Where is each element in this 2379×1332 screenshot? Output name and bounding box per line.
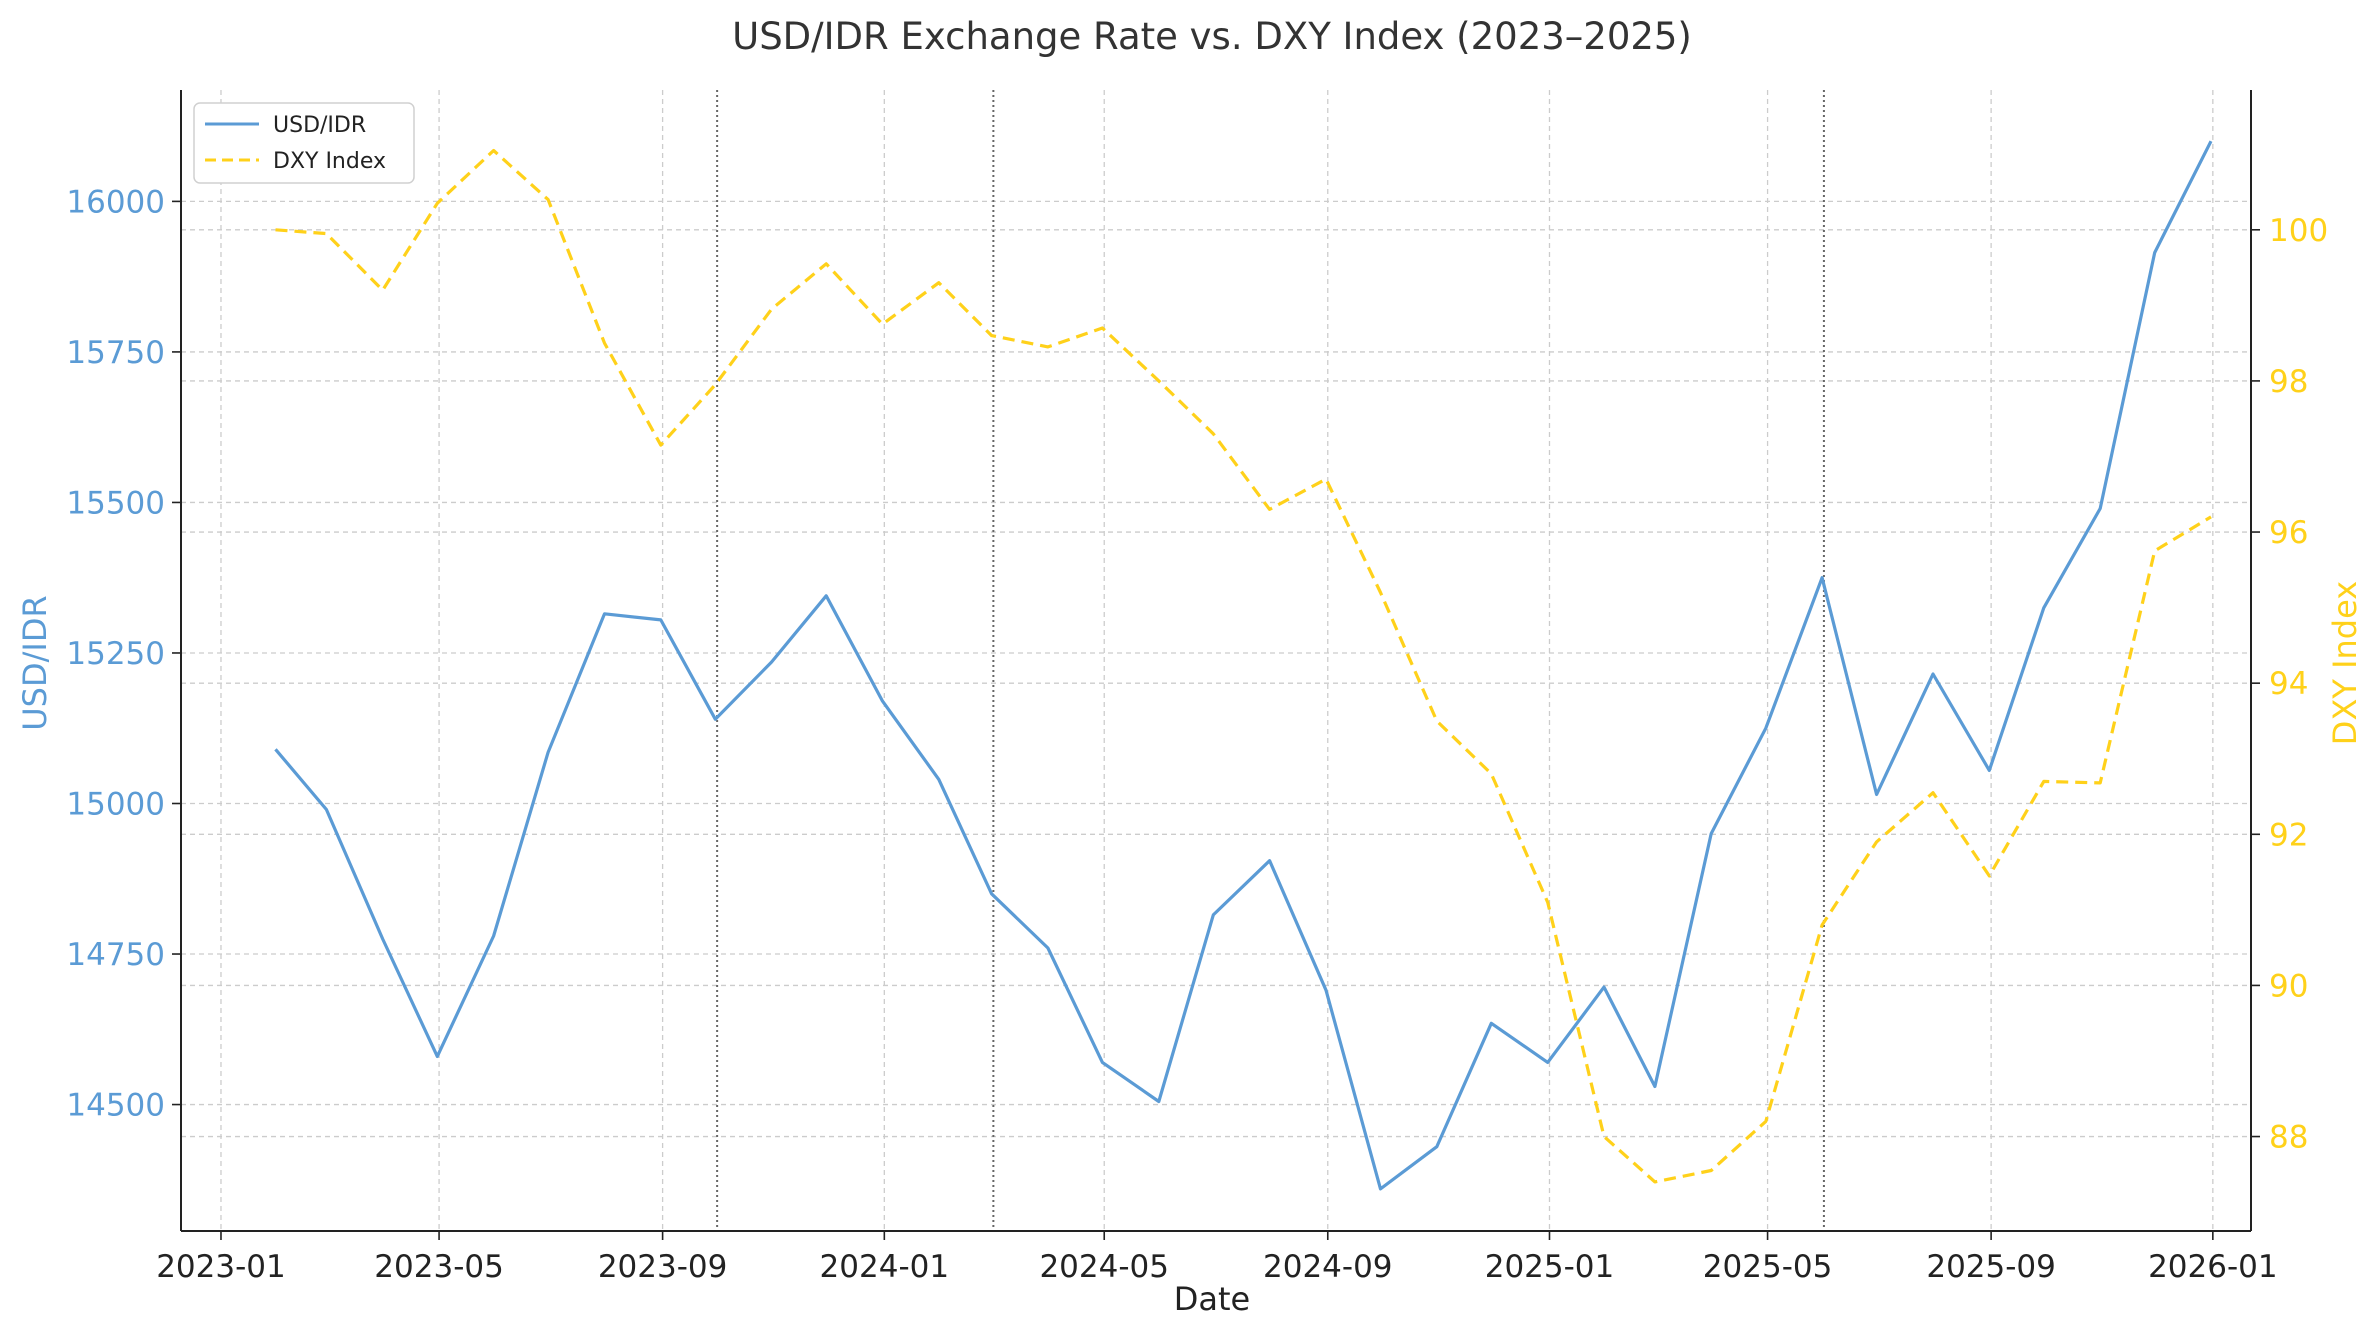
- legend-label-usd-idr: USD/IDR: [273, 113, 366, 138]
- axes: [172, 90, 2260, 1240]
- chart-title: USD/IDR Exchange Rate vs. DXY Index (202…: [732, 15, 1692, 58]
- legend-label-dxy-index: DXY Index: [273, 149, 386, 174]
- event-lines: [716, 90, 1825, 1231]
- tick-labels: 2023-01 2023-05 2023-09 2024-01 2024-05 2024-…: [66, 184, 2328, 1285]
- x-tick-label: 2023-09: [598, 1249, 728, 1285]
- y-left-tick-label: 16000: [66, 184, 165, 220]
- y-right-tick-label: 92: [2269, 817, 2308, 853]
- y-left-tick-label: 15250: [66, 636, 165, 672]
- grid: [181, 90, 2251, 1231]
- series-lines: [274, 140, 2213, 1191]
- y-right-tick-label: 98: [2269, 364, 2308, 400]
- x-tick-label: 2023-01: [156, 1249, 286, 1285]
- y-right-tick-label: 96: [2269, 515, 2308, 551]
- y-right-tick-label: 88: [2269, 1120, 2308, 1156]
- y-right-tick-label: 90: [2269, 968, 2308, 1004]
- legend: USD/IDR DXY Index: [193, 102, 415, 184]
- y-right-tick-label: 100: [2269, 213, 2328, 249]
- x-tick-label: 2025-01: [1485, 1249, 1615, 1285]
- y-left-tick-label: 14750: [66, 937, 165, 973]
- x-tick-label: 2024-05: [1039, 1249, 1169, 1285]
- y-axis-right-title: DXY Index: [2326, 581, 2364, 745]
- x-tick-label: 2023-05: [374, 1249, 504, 1285]
- y-axis-left-title: USD/IDR: [16, 595, 54, 730]
- x-tick-label: 2024-01: [820, 1249, 950, 1285]
- series-line-usd-idr: [274, 140, 2213, 1191]
- y-left-tick-label: 14500: [66, 1088, 165, 1124]
- x-tick-label: 2024-09: [1263, 1249, 1393, 1285]
- y-left-tick-label: 15750: [66, 335, 165, 371]
- x-axis-title: Date: [1174, 1280, 1250, 1318]
- y-left-tick-label: 15500: [66, 485, 165, 521]
- y-right-tick-label: 94: [2269, 666, 2308, 702]
- y-left-tick-label: 15000: [66, 787, 165, 823]
- x-tick-label: 2025-09: [1926, 1249, 2056, 1285]
- x-tick-label: 2025-05: [1703, 1249, 1833, 1285]
- x-tick-label: 2026-01: [2148, 1249, 2278, 1285]
- series-line-dxy-index: [275, 148, 2212, 1184]
